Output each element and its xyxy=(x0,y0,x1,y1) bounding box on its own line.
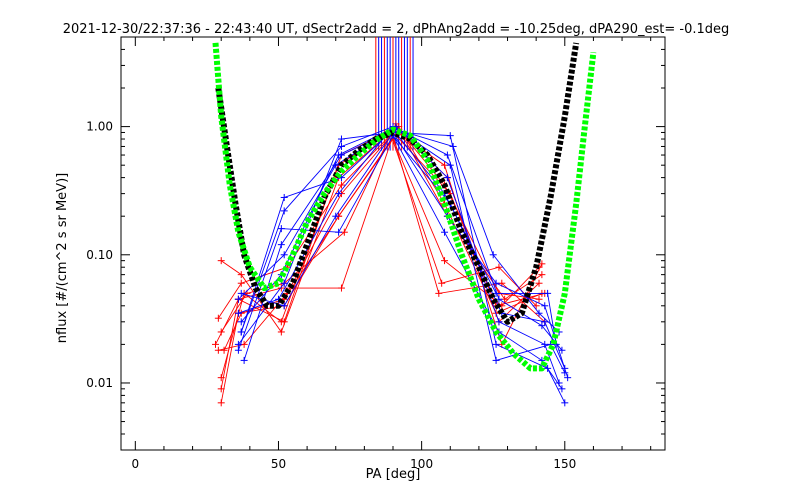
red-cross-point xyxy=(211,340,219,348)
blue-cross-point xyxy=(541,318,549,326)
blue-cross-point xyxy=(489,251,497,259)
red-cross-point xyxy=(237,279,245,287)
red-series-line xyxy=(220,128,543,389)
x-tick-label: 150 xyxy=(553,457,576,471)
blue-cross-point xyxy=(332,212,340,220)
blue-cross-point xyxy=(337,151,345,159)
red-cross-point xyxy=(495,263,503,271)
blue-cross-point xyxy=(237,289,245,297)
blue-cross-point xyxy=(234,346,242,354)
red-cross-point xyxy=(214,346,222,354)
red-cross-point xyxy=(217,399,225,407)
red-cross-point xyxy=(337,181,345,189)
red-cross-point xyxy=(535,295,543,303)
blue-cross-point xyxy=(441,228,449,236)
blue-cross-point xyxy=(337,142,345,150)
green-fit-curve xyxy=(212,42,597,372)
blue-cross-point xyxy=(237,318,245,326)
series-group xyxy=(211,37,597,407)
red-cross-point xyxy=(217,257,225,265)
red-series xyxy=(211,120,549,407)
x-tick-label: 0 xyxy=(131,457,139,471)
red-series-line xyxy=(220,131,537,333)
blue-cross-point xyxy=(277,225,285,233)
y-tick-label: 0.10 xyxy=(86,248,113,262)
blue-cross-point xyxy=(443,151,451,159)
blue-cross-point xyxy=(280,279,288,287)
y-tick-label: 0.01 xyxy=(86,376,113,390)
blue-cross-point xyxy=(234,309,242,317)
blue-cross-point xyxy=(237,328,245,336)
black-fit-curve xyxy=(215,42,580,325)
x-tick-label: 100 xyxy=(410,457,433,471)
blue-cross-point xyxy=(492,340,500,348)
blue-cross-point xyxy=(495,318,503,326)
y-tick-label: 1.00 xyxy=(86,120,113,134)
blue-cross-point xyxy=(558,385,566,393)
blue-series xyxy=(234,123,572,407)
blue-cross-point xyxy=(234,295,242,303)
blue-cross-point xyxy=(544,289,552,297)
blue-series-line xyxy=(238,128,557,345)
blue-series-line xyxy=(241,131,569,378)
red-cross-point xyxy=(217,374,225,382)
red-cross-point xyxy=(237,271,245,279)
blue-cross-point xyxy=(335,190,343,198)
blue-cross-point xyxy=(446,161,454,169)
blue-cross-point xyxy=(280,302,288,310)
red-cross-point xyxy=(277,318,285,326)
blue-cross-point xyxy=(535,309,543,317)
blue-series-line xyxy=(240,126,566,374)
blue-cross-point xyxy=(240,356,248,364)
blue-cross-point xyxy=(446,132,454,140)
red-cross-point xyxy=(214,314,222,322)
blue-cross-point xyxy=(561,399,569,407)
blue-cross-point xyxy=(280,193,288,201)
red-cross-point xyxy=(435,289,443,297)
blue-series-line xyxy=(238,126,563,351)
blue-cross-point xyxy=(541,302,549,310)
blue-series-line xyxy=(237,134,563,390)
blue-cross-point xyxy=(492,279,500,287)
red-cross-point xyxy=(441,257,449,265)
x-tick-label: 50 xyxy=(271,457,286,471)
blue-cross-point xyxy=(558,346,566,354)
x-axis-label: PA [deg] xyxy=(366,467,421,482)
y-axis-label: nflux [#/(cm^2 s sr MeV)] xyxy=(55,173,70,343)
red-cross-point xyxy=(337,284,345,292)
red-cross-point xyxy=(217,328,225,336)
red-series-line xyxy=(220,138,540,403)
red-cross-point xyxy=(277,284,285,292)
blue-cross-point xyxy=(443,174,451,182)
red-cross-point xyxy=(438,279,446,287)
red-cross-point xyxy=(277,328,285,336)
blue-cross-point xyxy=(280,251,288,259)
red-cross-point xyxy=(535,279,543,287)
blue-cross-point xyxy=(561,369,569,377)
blue-cross-point xyxy=(449,142,457,150)
blue-cross-point xyxy=(538,322,546,330)
red-cross-point xyxy=(532,302,540,310)
blue-cross-point xyxy=(277,241,285,249)
blue-cross-point xyxy=(564,374,572,382)
blue-cross-point xyxy=(337,135,345,143)
blue-series-line xyxy=(240,131,566,369)
blue-cross-point xyxy=(335,228,343,236)
blue-series-line xyxy=(240,126,560,384)
blue-cross-point xyxy=(492,356,500,364)
chart-title: 2021-12-30/22:37:36 - 22:43:40 UT, dSect… xyxy=(63,22,730,37)
red-cross-point xyxy=(538,271,546,279)
red-cross-point xyxy=(538,260,546,268)
blue-cross-point xyxy=(280,207,288,215)
